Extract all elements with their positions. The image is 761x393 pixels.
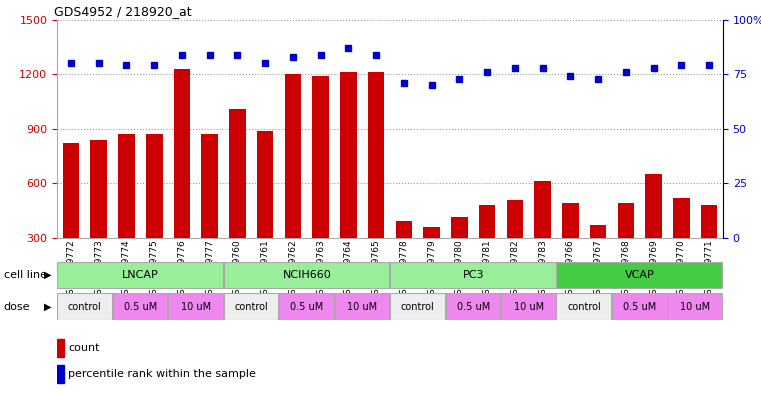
Text: count: count — [68, 343, 100, 353]
Bar — [451, 217, 468, 292]
Bar — [62, 143, 79, 292]
Text: PC3: PC3 — [463, 270, 484, 280]
Bar — [229, 109, 246, 292]
Bar — [590, 225, 607, 292]
Bar — [118, 134, 135, 292]
Bar — [612, 293, 667, 320]
Bar — [335, 293, 389, 320]
Bar — [285, 74, 301, 292]
Text: dose: dose — [4, 301, 30, 312]
Bar — [312, 76, 329, 292]
Bar — [534, 182, 551, 292]
Text: cell line: cell line — [4, 270, 47, 280]
Bar — [340, 72, 357, 292]
Text: 10 uM: 10 uM — [180, 301, 211, 312]
Bar — [224, 262, 389, 288]
Bar — [174, 69, 190, 292]
Bar — [667, 293, 722, 320]
Text: 10 uM: 10 uM — [514, 301, 544, 312]
Bar — [146, 134, 163, 292]
Bar — [368, 72, 384, 292]
Bar — [562, 203, 578, 292]
Bar — [390, 262, 556, 288]
Text: VCAP: VCAP — [625, 270, 654, 280]
Text: NCIH660: NCIH660 — [282, 270, 331, 280]
Bar — [617, 203, 634, 292]
Text: control: control — [68, 301, 102, 312]
Bar — [673, 198, 689, 292]
Bar — [57, 339, 64, 357]
Bar — [556, 262, 722, 288]
Text: 0.5 uM: 0.5 uM — [623, 301, 656, 312]
Text: control: control — [234, 301, 268, 312]
Bar — [224, 293, 279, 320]
Bar — [57, 365, 64, 383]
Text: control: control — [568, 301, 601, 312]
Bar — [445, 293, 500, 320]
Text: LNCAP: LNCAP — [122, 270, 159, 280]
Bar — [501, 293, 556, 320]
Bar — [479, 205, 495, 292]
Bar — [556, 293, 611, 320]
Bar — [91, 140, 107, 292]
Text: 0.5 uM: 0.5 uM — [457, 301, 490, 312]
Text: 0.5 uM: 0.5 uM — [290, 301, 323, 312]
Bar — [168, 293, 223, 320]
Bar — [113, 293, 167, 320]
Text: 0.5 uM: 0.5 uM — [124, 301, 157, 312]
Text: 10 uM: 10 uM — [680, 301, 710, 312]
Bar — [202, 134, 218, 292]
Bar — [396, 221, 412, 292]
Bar — [423, 227, 440, 292]
Bar — [701, 205, 718, 292]
Text: percentile rank within the sample: percentile rank within the sample — [68, 369, 256, 379]
Bar — [57, 262, 223, 288]
Text: ▶: ▶ — [44, 301, 52, 312]
Text: ▶: ▶ — [44, 270, 52, 280]
Bar — [57, 293, 112, 320]
Bar — [279, 293, 333, 320]
Bar — [256, 130, 273, 292]
Bar — [645, 174, 662, 292]
Bar — [390, 293, 444, 320]
Text: GDS4952 / 218920_at: GDS4952 / 218920_at — [54, 6, 191, 18]
Text: control: control — [401, 301, 435, 312]
Text: 10 uM: 10 uM — [347, 301, 377, 312]
Bar — [507, 200, 523, 292]
